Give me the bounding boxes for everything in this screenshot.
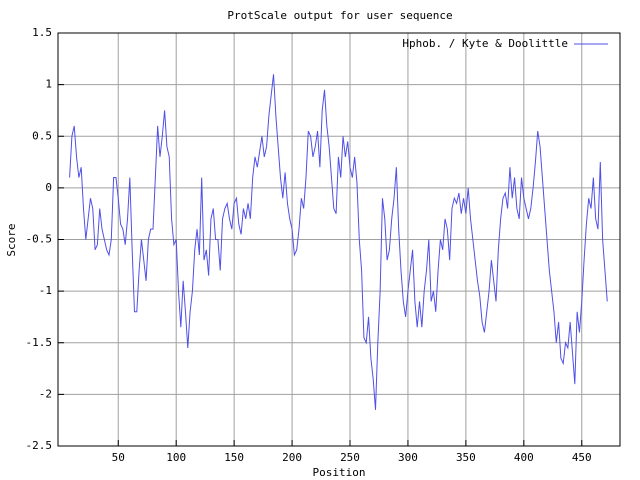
data-line bbox=[69, 74, 608, 410]
x-axis-label: Position bbox=[313, 466, 366, 479]
x-tick-label: 400 bbox=[514, 451, 534, 464]
y-tick-label: -2 bbox=[39, 387, 52, 400]
y-tick-label: 1 bbox=[45, 78, 52, 91]
y-tick-label: -1 bbox=[39, 284, 52, 297]
y-tick-label: 1.5 bbox=[32, 26, 52, 39]
x-tick-label: 350 bbox=[456, 451, 476, 464]
x-tick-label: 200 bbox=[282, 451, 302, 464]
plot-frame bbox=[57, 32, 621, 447]
y-tick-label: -1.5 bbox=[26, 336, 53, 349]
legend-label: Hphob. / Kyte & Doolittle bbox=[402, 37, 568, 50]
y-tick-label: -0.5 bbox=[26, 233, 53, 246]
y-tick-label: 0.5 bbox=[32, 129, 52, 142]
x-tick-label: 50 bbox=[112, 451, 125, 464]
x-tick-label: 450 bbox=[572, 451, 592, 464]
x-tick-label: 100 bbox=[166, 451, 186, 464]
x-tick-label: 150 bbox=[224, 451, 244, 464]
x-tick-label: 250 bbox=[340, 451, 360, 464]
y-axis-label: Score bbox=[5, 223, 18, 256]
y-tick-label: -2.5 bbox=[26, 439, 53, 452]
chart-title: ProtScale output for user sequence bbox=[227, 9, 452, 22]
x-tick-label: 300 bbox=[398, 451, 418, 464]
y-tick-label: 0 bbox=[45, 181, 52, 194]
